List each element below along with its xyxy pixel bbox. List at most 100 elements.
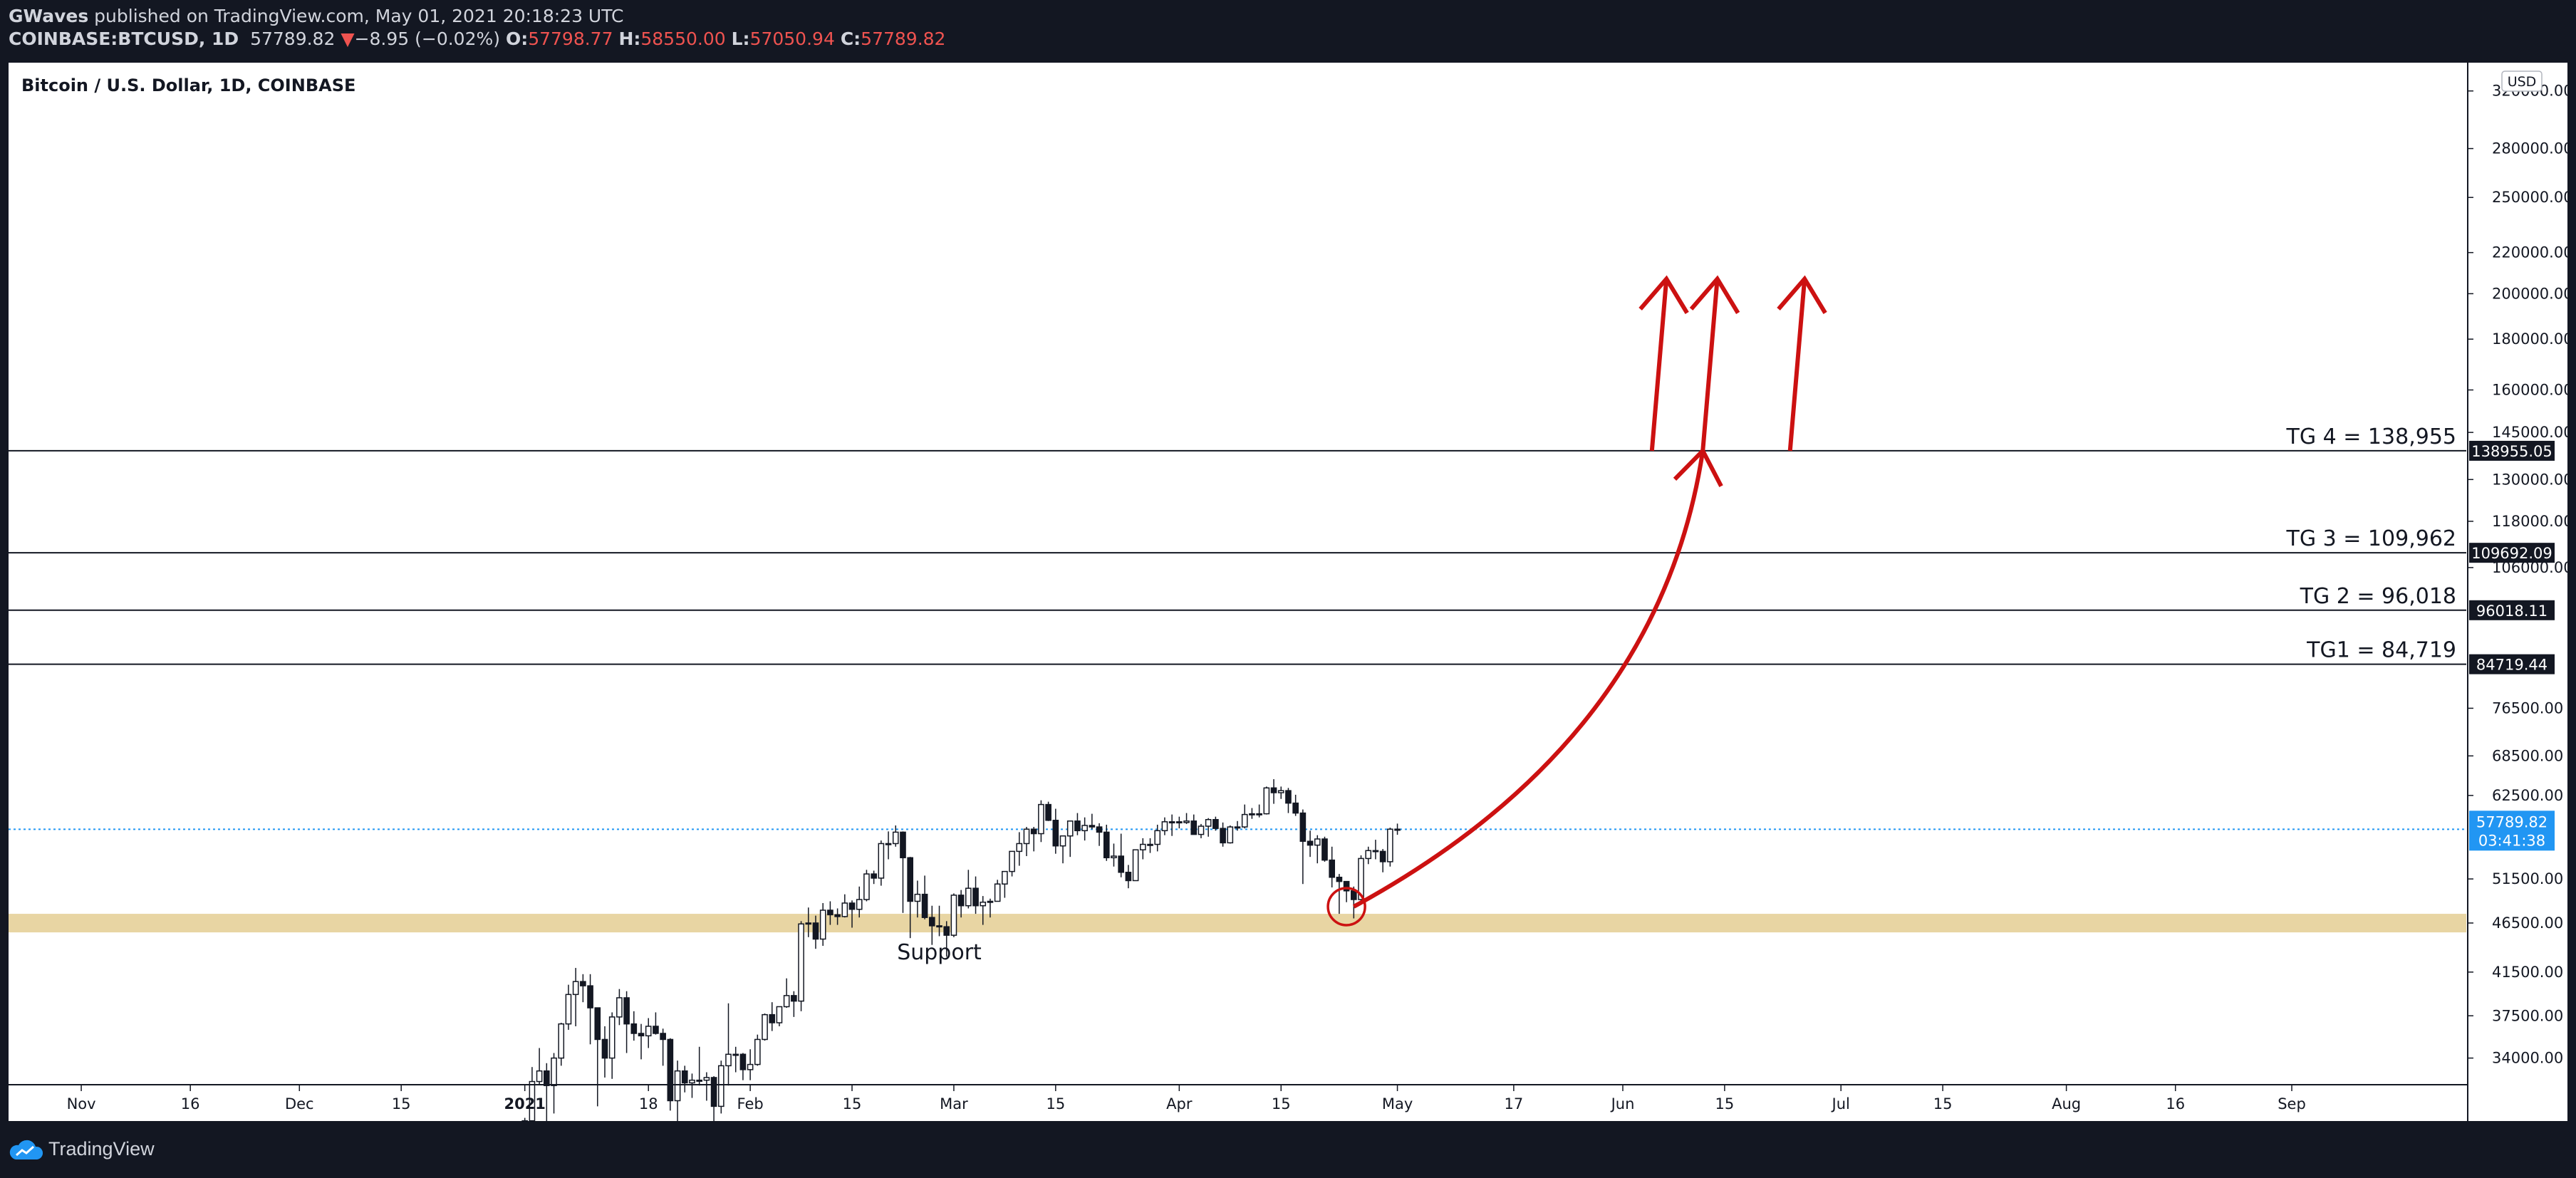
candle	[1314, 835, 1321, 864]
y-tick-label: 76500.00	[2492, 699, 2563, 716]
candle-body-down	[1096, 826, 1103, 833]
candle	[798, 921, 804, 1011]
candle-body-up	[798, 923, 804, 1002]
candle-body-up	[754, 1038, 761, 1065]
close-label: C:	[840, 28, 861, 49]
candle	[892, 825, 899, 847]
candle-body-up	[980, 901, 987, 907]
y-tick-label: 68500.00	[2492, 747, 2563, 764]
candle	[848, 900, 856, 928]
support-label: Support	[897, 940, 982, 965]
candle-body-down	[1118, 855, 1125, 873]
candle	[1205, 818, 1212, 837]
x-tick-label: 17	[1505, 1095, 1524, 1112]
candle-body-up	[732, 1053, 739, 1056]
x-tick-label: Jul	[1831, 1095, 1850, 1112]
candle	[645, 1018, 652, 1048]
price-axis[interactable]: 320000.00280000.00250000.00220000.002000…	[2468, 83, 2567, 1067]
publisher-name[interactable]: GWaves	[9, 6, 89, 26]
candle	[565, 984, 572, 1030]
candle-body-up	[1066, 820, 1074, 837]
x-tick-label: 15	[1933, 1095, 1953, 1112]
candle	[1139, 838, 1146, 860]
y-tick-label: 51500.00	[2492, 870, 2563, 887]
candle-body-down	[1321, 838, 1328, 861]
candle	[529, 1067, 536, 1121]
chart-canvas[interactable]: Support TG 4 = 138,955 TG 3 = 109,962 TG 2…	[9, 63, 2567, 1121]
candle	[1030, 827, 1037, 852]
candle	[1343, 880, 1350, 902]
candle-body-down	[1350, 890, 1357, 900]
candle-body-down	[681, 1070, 688, 1084]
candle-body-down	[827, 909, 833, 916]
candle-body-up	[987, 900, 994, 903]
x-tick-label: Nov	[67, 1095, 96, 1112]
candle-body-up	[1205, 818, 1212, 827]
ohlc-line: COINBASE:BTCUSD, 1D 57789.82 ▼−8.95 (−0.…	[9, 28, 945, 50]
candle	[819, 902, 826, 947]
candle	[783, 978, 790, 1008]
candle-body-down	[580, 981, 586, 986]
candle	[1220, 822, 1226, 847]
candle	[732, 1046, 739, 1073]
chart-area[interactable]: Support TG 4 = 138,955 TG 3 = 109,962 TG 2…	[9, 63, 2567, 1121]
candle-body-down	[871, 873, 877, 879]
candle	[1379, 849, 1386, 872]
currency-button[interactable]	[2501, 71, 2543, 92]
high-value: 58550.00	[640, 28, 726, 49]
candle	[717, 1060, 724, 1114]
candle-body-down	[957, 895, 965, 907]
candle-body-up	[856, 899, 863, 910]
candle-body-up	[1198, 825, 1205, 835]
support-zone	[9, 914, 2466, 933]
y-tick-label: 130000.00	[2492, 471, 2567, 488]
candle-body-up	[805, 922, 812, 925]
candle-body-down	[630, 1023, 638, 1034]
candle-body-down	[848, 902, 856, 910]
candle	[1009, 850, 1015, 877]
candle	[950, 893, 957, 937]
candle-body-up	[819, 909, 826, 940]
candle-body-down	[943, 926, 950, 936]
candle	[900, 831, 906, 913]
target-price-tag-label-3: 96018.11	[2476, 603, 2548, 620]
candle	[928, 905, 935, 945]
candle	[572, 968, 579, 1026]
x-tick-label: 15	[1272, 1095, 1291, 1112]
target-label-3: TG 2 = 96,018	[2300, 584, 2456, 609]
up-arrow-head-1	[1638, 275, 1689, 315]
candle	[623, 991, 630, 1053]
candle-body-up	[1227, 826, 1234, 844]
tradingview-brand[interactable]: TradingView	[48, 1138, 155, 1159]
candle-body-up	[1168, 821, 1175, 824]
candle	[551, 1053, 557, 1114]
candle-body-up	[1256, 813, 1262, 815]
candle	[681, 1065, 688, 1093]
candle	[1168, 814, 1175, 836]
candle	[1263, 786, 1270, 815]
candle	[725, 1003, 732, 1086]
candle	[536, 1048, 543, 1085]
candle	[1270, 779, 1277, 804]
candle-body-down	[1270, 787, 1277, 793]
y-tick-label: 34000.00	[2492, 1050, 2563, 1067]
time-axis[interactable]: Nov 16 Dec 15 2021 18 Feb 15 Mar 15 Apr 15 May 17 Jun 1…	[67, 1085, 2306, 1112]
candle-body-down	[1176, 821, 1183, 824]
up-arrow-head-3	[1777, 275, 1827, 315]
candle	[921, 875, 928, 919]
candles-layer[interactable]	[521, 779, 1401, 1121]
candle-body-up	[950, 895, 957, 936]
candle	[994, 880, 1001, 902]
candle-body-down	[1372, 850, 1379, 853]
candle-body-down	[653, 1026, 659, 1034]
candle	[1066, 820, 1074, 858]
x-tick-label: 15	[1046, 1095, 1065, 1112]
plot-background[interactable]	[9, 63, 2466, 1084]
candle-body-up	[776, 1006, 783, 1023]
candle-body-up	[892, 831, 899, 845]
candle-body-up	[878, 843, 885, 879]
tradingview-cloud-icon[interactable]	[9, 1140, 44, 1162]
target-label-1: TG 4 = 138,955	[2286, 424, 2456, 449]
x-tick-label: 18	[639, 1095, 658, 1112]
up-arrow-shaft-3	[1787, 278, 1807, 452]
